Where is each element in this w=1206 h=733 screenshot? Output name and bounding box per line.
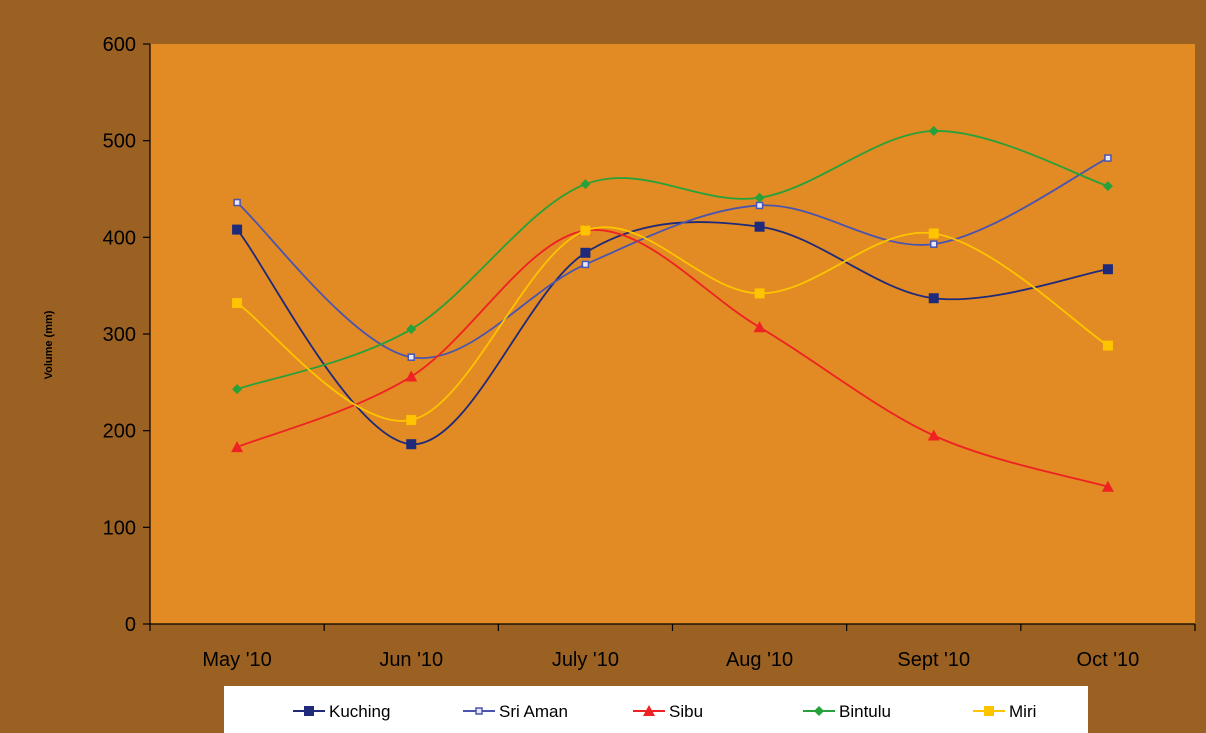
series-line-miri	[236, 226, 1109, 422]
data-point-miri	[928, 228, 939, 239]
series-line-sibu	[236, 229, 1109, 488]
x-tick-label: May '10	[202, 649, 271, 671]
data-point-sibu	[405, 370, 418, 382]
series-line-sri-aman	[236, 157, 1109, 360]
series-miri	[232, 225, 1113, 426]
y-tick-label: 300	[103, 324, 136, 346]
data-point-sri-aman	[233, 198, 241, 207]
data-point-sri-aman	[581, 260, 590, 269]
series-sibu	[231, 224, 1114, 492]
y-tick-label: 400	[103, 227, 136, 249]
x-tick-label: Oct '10	[1077, 649, 1140, 671]
series-sri-aman	[233, 154, 1112, 361]
series-line-bintulu	[236, 130, 1109, 390]
series-layer	[231, 126, 1114, 492]
data-point-miri	[1102, 340, 1113, 351]
data-point-bintulu	[406, 324, 417, 335]
y-axis-label: Volume (mm)	[43, 310, 55, 379]
legend-label: Sri Aman	[499, 702, 568, 721]
legend-swatch-marker	[984, 706, 994, 716]
legend-box	[224, 686, 1088, 733]
y-tick-label: 600	[103, 34, 136, 56]
data-point-bintulu	[580, 179, 591, 190]
data-point-bintulu	[754, 192, 765, 203]
series-kuching	[232, 221, 1113, 450]
data-point-sibu	[927, 429, 940, 441]
data-point-sibu	[1101, 480, 1114, 492]
data-point-sri-aman	[930, 240, 938, 248]
legend-swatch-marker	[304, 706, 314, 716]
data-point-sibu	[231, 441, 244, 453]
legend: Kuching Sri Aman Sibu Bintulu Miri	[293, 702, 1036, 721]
data-point-kuching	[580, 247, 591, 258]
legend-swatch-marker	[643, 705, 655, 716]
y-tick-label: 0	[125, 614, 136, 636]
legend-label: Miri	[1009, 702, 1036, 721]
legend-item-sibu: Sibu	[633, 702, 703, 721]
y-tick-label: 500	[103, 131, 136, 153]
x-tick-label: Jun '10	[379, 649, 443, 671]
data-point-miri	[580, 225, 591, 236]
data-point-kuching	[754, 221, 765, 232]
data-point-kuching	[928, 293, 939, 304]
data-point-kuching	[406, 439, 417, 450]
legend-label: Sibu	[669, 702, 703, 721]
data-point-sri-aman	[755, 201, 764, 210]
x-tick-label: July '10	[552, 649, 619, 671]
legend-item-miri: Miri	[973, 702, 1036, 721]
data-point-bintulu	[1102, 181, 1113, 192]
legend-item-kuching: Kuching	[293, 702, 390, 721]
legend-item-bintulu: Bintulu	[803, 702, 891, 721]
legend-label: Kuching	[329, 702, 390, 721]
series-bintulu	[232, 126, 1113, 395]
data-point-miri	[406, 415, 417, 426]
data-point-kuching	[1102, 264, 1113, 275]
legend-item-sri-aman: Sri Aman	[463, 702, 568, 721]
data-point-bintulu	[232, 384, 243, 395]
legend-label: Bintulu	[839, 702, 891, 721]
data-point-miri	[754, 288, 765, 299]
x-tick-label: Sept '10	[897, 649, 970, 671]
data-point-miri	[232, 298, 243, 309]
y-tick-label: 100	[103, 517, 136, 539]
legend-swatch-marker	[475, 707, 483, 715]
data-point-sri-aman	[1104, 154, 1112, 162]
legend-swatch-marker	[814, 706, 824, 716]
data-point-sri-aman	[407, 353, 415, 361]
plot-area	[150, 44, 1195, 624]
x-tick-label: Aug '10	[726, 649, 793, 671]
data-point-sibu	[753, 321, 766, 333]
axes: 0 100 200 300 400 500 600 May '10 Jun '10 July '1…	[103, 34, 1196, 671]
y-tick-label: 200	[103, 421, 136, 443]
data-point-kuching	[232, 224, 243, 235]
data-point-bintulu	[928, 126, 939, 136]
